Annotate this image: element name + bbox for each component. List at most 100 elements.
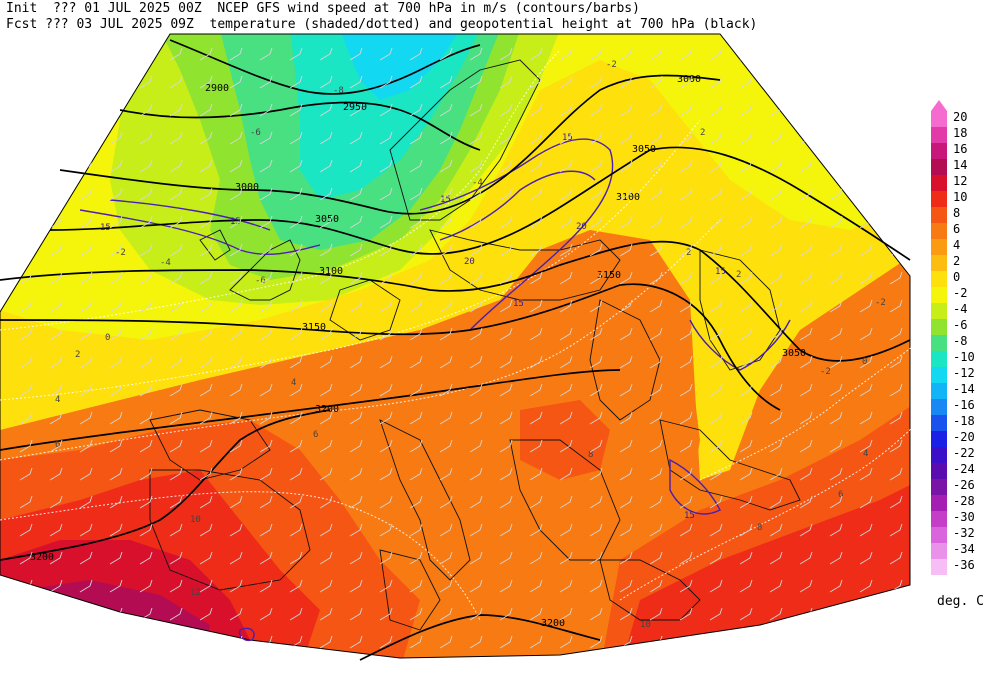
wind-barb bbox=[709, 551, 723, 565]
wind-barb bbox=[559, 131, 573, 145]
wind-barb bbox=[289, 159, 303, 173]
wind-barb bbox=[259, 243, 273, 257]
wind-barb bbox=[139, 215, 153, 229]
wind-barb bbox=[829, 551, 843, 565]
colorbar-swatch bbox=[931, 127, 947, 143]
colorbar-swatch bbox=[931, 175, 947, 191]
wind-barb bbox=[19, 523, 33, 537]
wind-barb bbox=[529, 215, 543, 229]
wind-barb bbox=[889, 523, 903, 537]
wind-barb bbox=[349, 607, 363, 621]
map-frame bbox=[0, 33, 911, 659]
wind-barb bbox=[799, 551, 813, 565]
wind-barb bbox=[769, 467, 783, 481]
wind-barb bbox=[139, 159, 153, 173]
wind-barb bbox=[499, 635, 513, 649]
wind-barb bbox=[679, 523, 693, 537]
wind-barb bbox=[259, 187, 273, 201]
wind-barb bbox=[709, 579, 723, 593]
header-forecast-line: Fcst ??? 03 JUL 2025 09Z temperature (sh… bbox=[6, 17, 758, 32]
wind-barb bbox=[199, 579, 213, 593]
wind-barb bbox=[499, 383, 513, 397]
wind-barb bbox=[439, 187, 453, 201]
wind-barb bbox=[589, 467, 603, 481]
wind-barb bbox=[529, 439, 543, 453]
wind-barb bbox=[289, 579, 303, 593]
wind-barb bbox=[709, 103, 723, 117]
wind-barb bbox=[199, 47, 213, 61]
wind-barb bbox=[739, 103, 753, 117]
wind-barb bbox=[169, 187, 183, 201]
wind-barb bbox=[859, 635, 873, 649]
wind-barb bbox=[439, 635, 453, 649]
wind-barb bbox=[19, 635, 33, 649]
height-label: 3200 bbox=[30, 552, 54, 563]
wind-barb bbox=[259, 355, 273, 369]
wind-barb bbox=[829, 383, 843, 397]
wind-barb bbox=[649, 467, 663, 481]
wind-barb bbox=[229, 215, 243, 229]
wind-barb bbox=[799, 327, 813, 341]
height-labels: 2900 2950 3000 3000 3050 3050 3050 3100 … bbox=[30, 74, 806, 629]
wind-barb bbox=[49, 607, 63, 621]
wind-barb bbox=[709, 495, 723, 509]
wind-barb bbox=[259, 467, 273, 481]
wind-barb bbox=[649, 551, 663, 565]
wind-barb bbox=[469, 495, 483, 509]
wind-barb bbox=[439, 75, 453, 89]
wind-barb bbox=[259, 579, 273, 593]
wind-barb bbox=[379, 607, 393, 621]
wind-barb bbox=[619, 75, 633, 89]
wind-barb bbox=[139, 271, 153, 285]
wind-barb bbox=[649, 271, 663, 285]
wind-barb bbox=[229, 159, 243, 173]
wind-barb bbox=[169, 523, 183, 537]
wind-barb bbox=[739, 523, 753, 537]
wind-barb bbox=[199, 103, 213, 117]
wind-barb bbox=[229, 383, 243, 397]
wind-barb bbox=[859, 47, 873, 61]
wind-barb bbox=[19, 47, 33, 61]
wind-barb bbox=[859, 327, 873, 341]
temp-label: 6 bbox=[838, 490, 843, 500]
wind-barb bbox=[139, 327, 153, 341]
wind-barb bbox=[499, 355, 513, 369]
wind-barb bbox=[439, 607, 453, 621]
wind-barb bbox=[529, 47, 543, 61]
temp-label: 10 bbox=[640, 620, 651, 630]
colorbar-tick-label: -8 bbox=[953, 334, 967, 348]
wind-barb bbox=[259, 75, 273, 89]
wind-barb bbox=[169, 159, 183, 173]
wind-barb bbox=[739, 243, 753, 257]
wind-barb bbox=[49, 299, 63, 313]
wind-barb bbox=[679, 467, 693, 481]
wind-barb bbox=[169, 439, 183, 453]
wind-barb bbox=[769, 551, 783, 565]
wind-barb bbox=[859, 551, 873, 565]
wind-barb bbox=[19, 327, 33, 341]
wind-barb bbox=[739, 355, 753, 369]
wind-barb bbox=[499, 411, 513, 425]
wind-barb bbox=[739, 411, 753, 425]
wind-barb bbox=[619, 215, 633, 229]
wind-barb bbox=[169, 327, 183, 341]
wind-barb bbox=[139, 383, 153, 397]
wind-barb bbox=[529, 187, 543, 201]
wind-barb bbox=[19, 215, 33, 229]
wind-barb bbox=[469, 579, 483, 593]
wind-barb bbox=[889, 467, 903, 481]
wind-barb bbox=[499, 327, 513, 341]
colorbar-swatch bbox=[931, 511, 947, 527]
wind-barb bbox=[169, 215, 183, 229]
wind-barb bbox=[469, 103, 483, 117]
wind-barb bbox=[199, 243, 213, 257]
wind-barb bbox=[379, 579, 393, 593]
wind-barb bbox=[649, 355, 663, 369]
wind-barb bbox=[49, 75, 63, 89]
wind-barb bbox=[889, 103, 903, 117]
wind-label: 15 bbox=[562, 133, 573, 143]
wind-barb bbox=[889, 47, 903, 61]
wind-barb bbox=[529, 607, 543, 621]
wind-barb bbox=[139, 551, 153, 565]
temp-label: 6 bbox=[55, 440, 60, 450]
